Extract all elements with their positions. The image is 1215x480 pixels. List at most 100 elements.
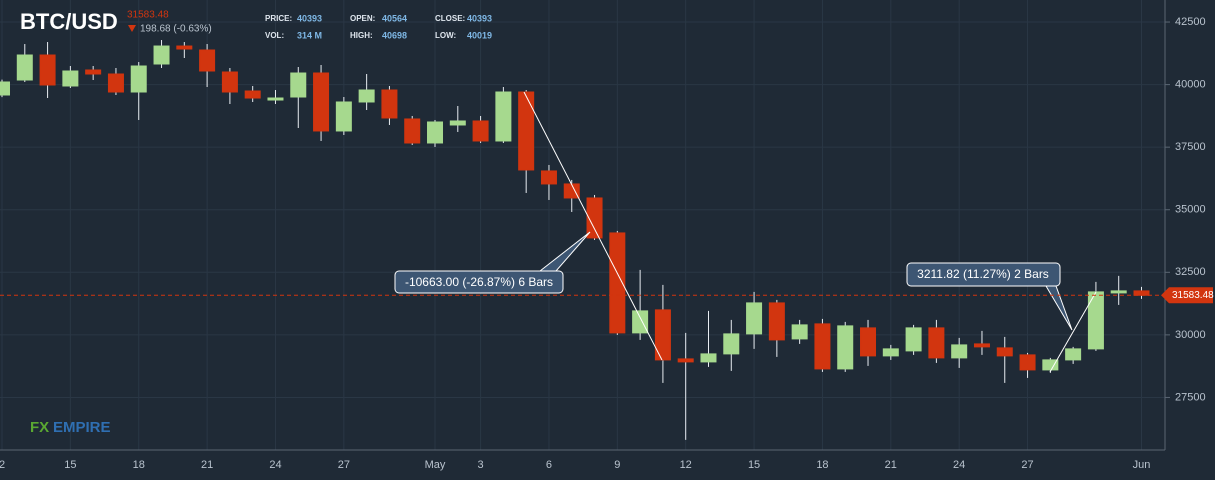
watermark: EMPIRE: [53, 419, 111, 436]
y-tick-label: 35000: [1175, 204, 1206, 216]
x-tick-label: 2: [0, 459, 5, 471]
candle-body: [267, 97, 284, 101]
candle-body: [1019, 354, 1036, 371]
measure-line: [523, 91, 663, 361]
info-value: 40564: [382, 13, 407, 23]
info-value: 40019: [467, 30, 492, 40]
annotation: -10663.00 (-26.87%) 6 Bars: [405, 275, 553, 289]
candle-body: [837, 325, 854, 370]
x-tick-label: 15: [64, 459, 76, 471]
candle-body: [700, 353, 717, 363]
candle-body: [404, 118, 421, 144]
price-tag: [1161, 287, 1213, 304]
candle-body: [1065, 348, 1082, 361]
candle-body: [860, 327, 877, 357]
candle-body: [1042, 359, 1059, 371]
y-tick-label: 42500: [1175, 16, 1206, 28]
candle-body: [153, 45, 170, 65]
info-label: OPEN:: [350, 14, 375, 23]
candle-body: [540, 170, 557, 185]
info-panel: PRICE: 40393 VOL: 314 M OPEN: 40564 HIGH: 40698…: [265, 13, 492, 40]
candle-body: [427, 121, 444, 144]
candle-body: [882, 348, 899, 357]
candle-body: [130, 65, 147, 93]
candle-body: [654, 309, 671, 361]
candle-body: [62, 70, 79, 87]
candle-body: [85, 69, 102, 75]
candle-body: [313, 72, 330, 132]
y-tick-label: 27500: [1175, 391, 1206, 403]
x-tick-label: 27: [1021, 459, 1033, 471]
candle-body: [199, 49, 216, 72]
x-tick-label: 24: [269, 459, 281, 471]
candle-body: [905, 327, 922, 352]
y-tick-label: 37500: [1175, 141, 1206, 153]
x-tick-label: 12: [680, 459, 692, 471]
candle-body: [586, 197, 603, 239]
info-label: HIGH:: [350, 31, 373, 40]
candle-body: [951, 344, 968, 359]
info-value: 40393: [297, 13, 322, 23]
x-tick-label: 3: [478, 459, 484, 471]
candles: [0, 40, 1150, 440]
candle-body: [472, 120, 489, 142]
candle-body: [518, 91, 535, 171]
candle-body: [768, 302, 785, 341]
callout-box: [906, 262, 1061, 287]
candle-body: [221, 71, 238, 93]
x-tick-label: 9: [614, 459, 620, 471]
candle-body: [290, 72, 307, 98]
candle-body: [723, 333, 740, 355]
x-tick-label: 6: [546, 459, 552, 471]
callout-box: [394, 270, 564, 294]
candle-body: [609, 232, 626, 334]
candle-body: [0, 81, 10, 96]
candle-body: [1110, 290, 1127, 294]
y-tick-label: 32500: [1175, 266, 1206, 278]
y-tick-label: 40000: [1175, 79, 1206, 91]
x-tick-label: May: [425, 459, 446, 471]
candle-body: [16, 54, 33, 81]
candle-body: [107, 73, 124, 93]
annotation: 3211.82 (11.27%) 2 Bars: [917, 267, 1049, 281]
watermark: FX: [30, 419, 49, 436]
measure-line: [1049, 291, 1097, 373]
candle-body: [1133, 290, 1150, 296]
x-tick-label: 21: [885, 459, 897, 471]
candle-body: [996, 347, 1013, 357]
candle-body: [244, 90, 261, 99]
candle-body: [677, 358, 694, 363]
x-tick-label: 18: [133, 459, 145, 471]
candle-body: [358, 89, 375, 103]
last-price: 31583.48: [127, 10, 169, 21]
candle-body: [176, 45, 193, 50]
x-tick-label: Jun: [1133, 459, 1151, 471]
candle-body: [495, 91, 512, 142]
down-arrow: [128, 25, 136, 32]
info-label: LOW:: [435, 31, 456, 40]
candle-body: [814, 323, 831, 370]
candle-body: [381, 89, 398, 119]
info-value: 40698: [382, 30, 407, 40]
candle-body: [632, 310, 649, 334]
info-value: 314 M: [297, 30, 322, 40]
info-value: 40393: [467, 13, 492, 23]
x-tick-label: 21: [201, 459, 213, 471]
candle-body: [746, 302, 763, 335]
candle-body: [973, 343, 990, 348]
chart-title: BTC/USD: [20, 9, 118, 34]
info-label: VOL:: [265, 31, 284, 40]
price-tag-label: 31583.48: [1172, 290, 1214, 301]
x-tick-label: 24: [953, 459, 965, 471]
candle-body: [928, 327, 945, 359]
x-tick-label: 15: [748, 459, 760, 471]
change: 198.68 (-0.63%): [140, 24, 212, 35]
candle-body: [1087, 291, 1104, 350]
candle-body: [39, 54, 56, 86]
candle-body: [449, 120, 466, 126]
candle-body: [335, 101, 352, 132]
x-tick-label: 18: [816, 459, 828, 471]
info-label: PRICE:: [265, 14, 292, 23]
